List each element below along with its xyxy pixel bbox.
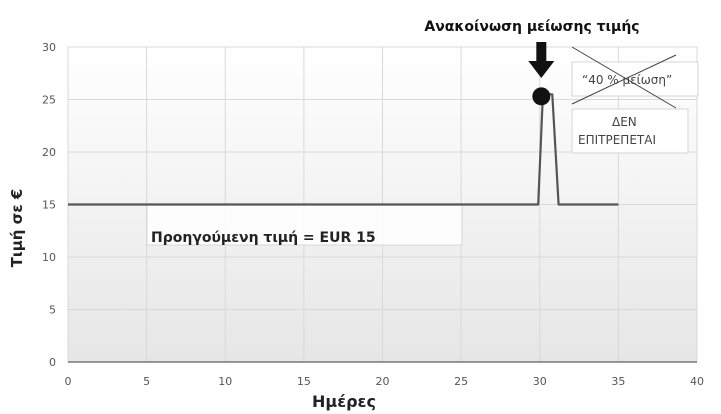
y-tick-label: 25 (42, 94, 56, 107)
arrow-shaft (536, 42, 547, 62)
y-axis-title: Τιμή σε € (8, 189, 26, 268)
y-tick-label: 15 (42, 199, 56, 212)
reduction-label: “40 % μείωση” (582, 73, 672, 87)
x-tick-label: 0 (65, 375, 72, 388)
x-tick-label: 40 (690, 375, 704, 388)
reduction-box (571, 61, 699, 97)
x-tick-label: 10 (218, 375, 232, 388)
cross-line-2 (571, 54, 677, 105)
y-tick-labels: 0 5 10 15 20 25 30 (42, 41, 56, 369)
x-tick-label: 25 (454, 375, 468, 388)
x-tick-label: 30 (533, 375, 547, 388)
y-tick-label: 0 (49, 356, 56, 369)
x-tick-labels: 0 5 10 15 20 25 30 35 40 (65, 375, 705, 388)
x-axis-title: Ημέρες (312, 392, 376, 411)
announcement-point (532, 87, 551, 106)
x-tick-label: 35 (611, 375, 625, 388)
not-allowed-box (571, 108, 689, 154)
y-tick-label: 30 (42, 41, 56, 54)
announcement-marks (528, 42, 555, 106)
not-allowed-line-1: ΔΕΝ (612, 115, 637, 129)
y-tick-label: 20 (42, 146, 56, 159)
not-allowed-line-2: ΕΠΙΤΡΕΠΕΤΑΙ (578, 133, 656, 147)
x-tick-label: 5 (143, 375, 150, 388)
cross-line-1 (571, 46, 677, 109)
previous-price-label: Προηγούμενη τιμή = EUR 15 (151, 230, 376, 246)
arrow-head (528, 61, 555, 78)
y-tick-label: 5 (49, 304, 56, 317)
x-tick-label: 20 (376, 375, 390, 388)
announcement-label: Ανακοίνωση μείωσης τιμής (424, 19, 639, 35)
x-tick-label: 15 (297, 375, 311, 388)
y-tick-label: 10 (42, 251, 56, 264)
